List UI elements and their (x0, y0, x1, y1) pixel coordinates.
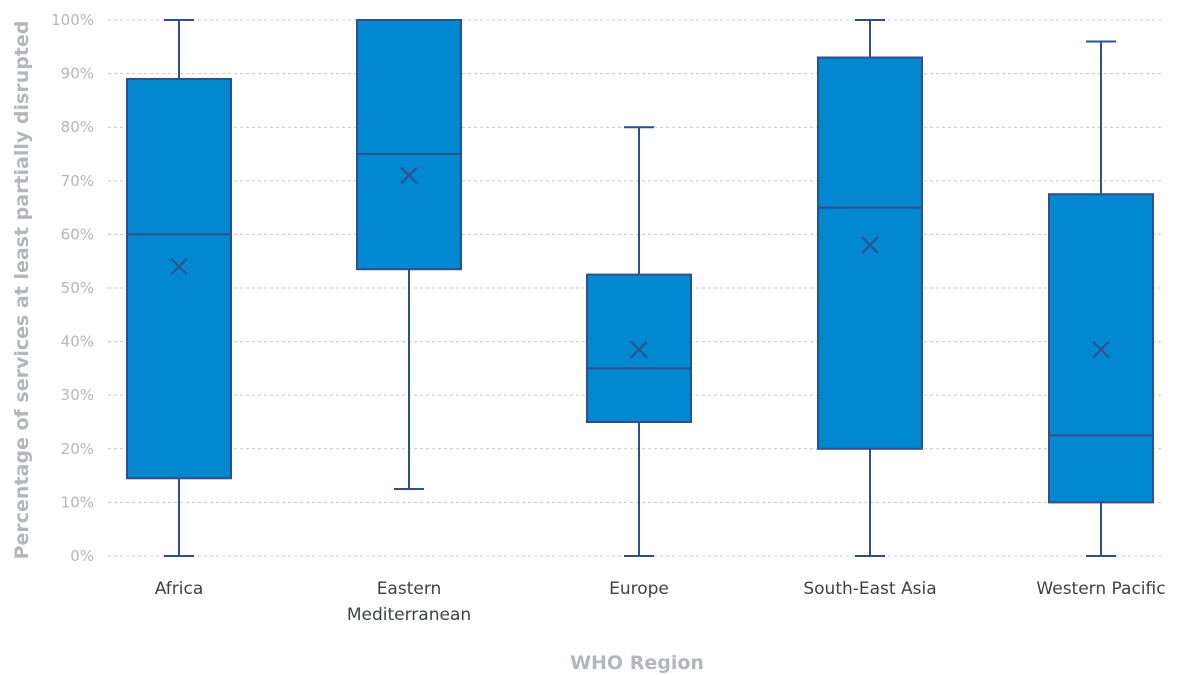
iqr-box (356, 19, 462, 271)
mean-marker (170, 257, 188, 276)
x-axis-category-labels: Africa Eastern Mediterranean Europe South-Ea… (155, 579, 1166, 625)
y-axis-title: Percentage of services at least partiall… (11, 21, 33, 560)
box-0 (126, 19, 232, 557)
x-category-label: Africa (155, 579, 204, 599)
x-category-label-line: Western Pacific (1036, 579, 1165, 599)
iqr-box (1048, 193, 1154, 504)
box-4 (1048, 40, 1154, 557)
x-category-label: Western Pacific (1036, 579, 1165, 599)
x-category-label: Europe (609, 579, 669, 599)
y-tick-label: 60% (61, 225, 94, 243)
box-1 (356, 19, 462, 490)
y-tick-label: 20% (61, 440, 94, 458)
y-tick-label: 0% (70, 547, 94, 565)
box-3 (817, 19, 923, 557)
x-axis-title: WHO Region (570, 652, 704, 674)
iqr-box (817, 56, 923, 450)
x-category-label: Eastern Mediterranean (347, 579, 471, 625)
box-series (126, 19, 1154, 557)
x-category-label-line: Eastern (377, 579, 442, 599)
mean-marker (1092, 340, 1110, 359)
x-category-label-line: Mediterranean (347, 605, 471, 625)
x-category-label-line: Europe (609, 579, 669, 599)
y-tick-label: 10% (61, 493, 94, 511)
y-axis-tick-labels: 0% 10% 20% 30% 40% 50% 60% 70% 80% 90% 100% (51, 11, 94, 565)
x-category-label-line: Africa (155, 579, 204, 599)
y-tick-label: 50% (61, 279, 94, 297)
box-2 (586, 126, 692, 557)
y-tick-label: 30% (61, 386, 94, 404)
mean-marker (861, 236, 879, 254)
x-category-label: South-East Asia (803, 579, 936, 599)
y-tick-label: 80% (61, 118, 94, 136)
y-tick-label: 90% (61, 65, 94, 83)
mean-marker (630, 340, 648, 359)
mean-marker (400, 166, 418, 185)
x-category-label-line: South-East Asia (803, 579, 936, 599)
y-tick-label: 100% (51, 11, 94, 29)
iqr-box (126, 77, 232, 480)
y-tick-label: 70% (61, 172, 94, 190)
y-tick-label: 40% (61, 333, 94, 351)
